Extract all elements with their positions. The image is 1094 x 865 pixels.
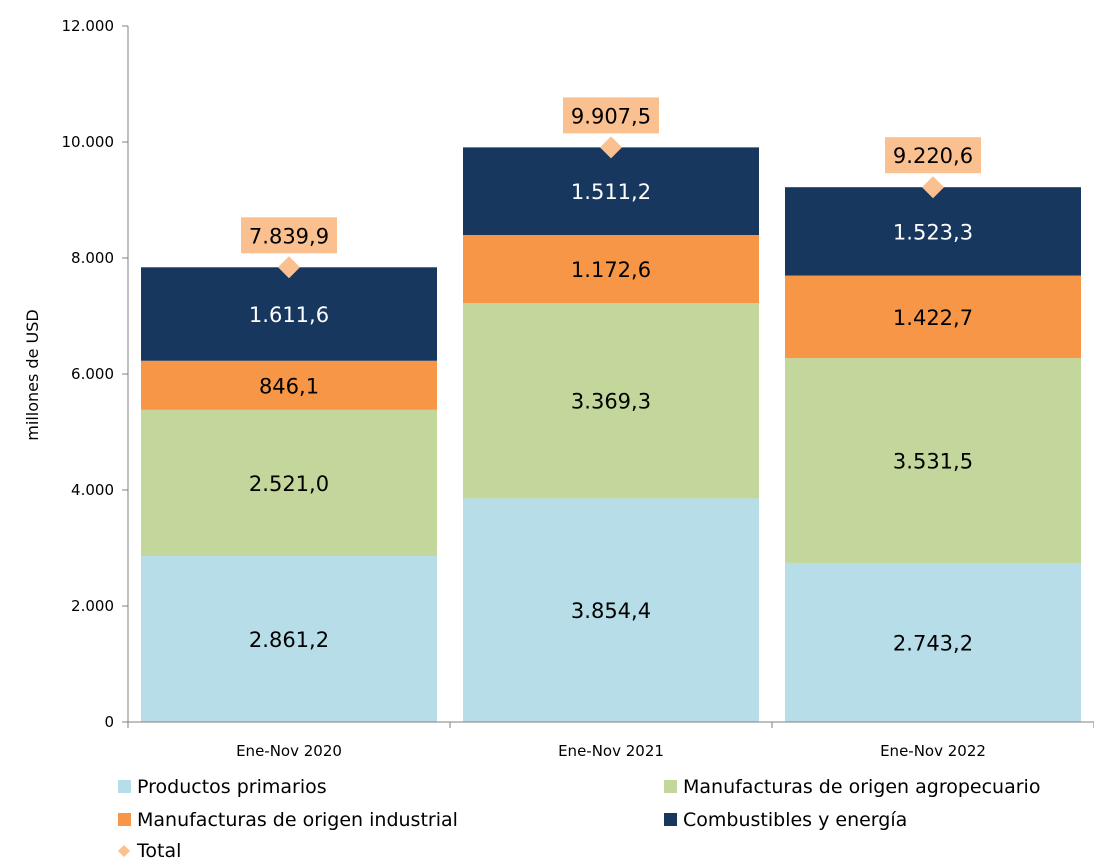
bar-segment xyxy=(785,275,1081,359)
y-tick-label: 0 xyxy=(104,713,114,731)
bar-segment xyxy=(463,147,759,236)
y-tick-label: 12.000 xyxy=(62,17,115,35)
x-tick-label: Ene-Nov 2022 xyxy=(880,742,986,760)
bar-segment-label: 3.369,3 xyxy=(571,390,651,414)
legend-marker-diamond xyxy=(118,845,130,857)
bar-segment xyxy=(141,360,437,410)
legend-label: Manufacturas de origen agropecuario xyxy=(683,776,1040,798)
bar-segment-label: 3.531,5 xyxy=(893,449,973,473)
y-axis-title: millones de USD xyxy=(23,309,42,440)
legend: Productos primarios Manufacturas de orige… xyxy=(118,776,1040,862)
total-label-box xyxy=(563,97,659,134)
bar-segment-label: 3.854,4 xyxy=(571,599,651,623)
legend-swatch xyxy=(118,780,131,793)
y-tick-label: 10.000 xyxy=(62,133,115,151)
y-tick-label: 6.000 xyxy=(71,365,114,383)
bar-segment-label: 1.511,2 xyxy=(571,180,651,204)
plot-area: 0 2.000 4.000 6.000 8.000 10.000 12.000 2.861,2… xyxy=(62,17,1094,760)
bar-segment xyxy=(463,303,759,499)
bar-segment-label: 2.521,0 xyxy=(249,472,329,496)
bar-segment-label: 1.172,6 xyxy=(571,258,651,282)
bar-segment-label: 1.523,3 xyxy=(893,220,973,244)
bar-segment xyxy=(141,267,437,361)
bar-segment xyxy=(141,556,437,722)
total-label: 9.907,5 xyxy=(571,104,651,128)
legend-swatch xyxy=(664,813,677,826)
bar-segment xyxy=(785,358,1081,563)
bar-segment-label: 2.861,2 xyxy=(249,628,329,652)
y-tick-label: 4.000 xyxy=(71,481,114,499)
total-label: 7.839,9 xyxy=(249,224,329,248)
total-label-box xyxy=(885,137,981,174)
bar-segment xyxy=(785,187,1081,276)
bar-segment xyxy=(785,562,1081,722)
legend-swatch xyxy=(118,813,131,826)
legend-label: Combustibles y energía xyxy=(683,809,907,831)
total-label-box xyxy=(241,217,337,254)
legend-label: Productos primarios xyxy=(137,776,327,798)
bar-segment-label: 1.422,7 xyxy=(893,306,973,330)
bar-segment xyxy=(463,498,759,722)
y-tick-label: 8.000 xyxy=(71,249,114,267)
y-tick-label: 2.000 xyxy=(71,597,114,615)
legend-swatch xyxy=(664,780,677,793)
bar-segment-label: 2.743,2 xyxy=(893,631,973,655)
bar-segment-label: 1.611,6 xyxy=(249,303,329,327)
legend-label: Total xyxy=(136,840,181,862)
x-tick-label: Ene-Nov 2020 xyxy=(236,742,342,760)
total-marker xyxy=(600,136,622,159)
total-marker xyxy=(922,176,944,199)
bar-segment xyxy=(141,409,437,557)
bar-segment xyxy=(463,235,759,304)
total-marker xyxy=(278,256,300,279)
x-tick-label: Ene-Nov 2021 xyxy=(558,742,664,760)
legend-label: Manufacturas de origen industrial xyxy=(137,809,458,831)
bar-segment-label: 846,1 xyxy=(259,374,319,398)
total-label: 9.220,6 xyxy=(893,144,973,168)
